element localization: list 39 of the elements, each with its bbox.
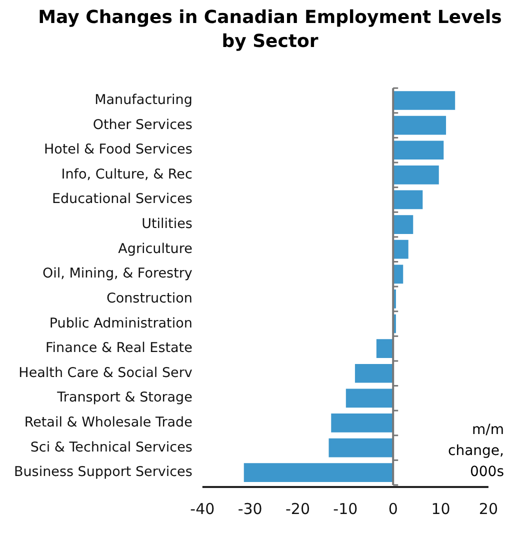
bar xyxy=(393,140,444,160)
y-tick-label: Health Care & Social Serv xyxy=(18,364,192,381)
y-tick-label: Retail & Wholesale Trade xyxy=(24,414,192,430)
bar xyxy=(376,339,394,358)
bar xyxy=(393,116,446,135)
y-tick-label: Utilities xyxy=(142,216,192,232)
y-tick-label: Info, Culture, & Rec xyxy=(61,166,192,182)
y-tick-label: Agriculture xyxy=(118,240,192,257)
y-tick-label: Sci & Technical Services xyxy=(30,439,192,456)
x-tick-label: 0 xyxy=(388,500,398,518)
y-tick-label: Manufacturing xyxy=(94,92,192,108)
x-tick-label: -40 xyxy=(190,500,215,518)
bar xyxy=(354,364,394,383)
y-tick-label: Other Services xyxy=(92,116,192,133)
y-tick-label: Transport & Storage xyxy=(56,390,192,406)
x-tick-label: -30 xyxy=(238,500,262,518)
bar xyxy=(393,190,423,210)
y-tick-label: Oil, Mining, & Forestry xyxy=(42,266,192,282)
bar xyxy=(331,414,394,432)
y-tick-label: Hotel & Food Services xyxy=(44,142,192,158)
bar xyxy=(244,463,394,482)
y-tick-label: Business Support Services xyxy=(14,464,192,480)
y-tick-label: Educational Services xyxy=(52,191,192,208)
bar xyxy=(393,165,439,184)
bar xyxy=(393,240,408,259)
bar xyxy=(393,264,404,284)
y-tick-label: Construction xyxy=(106,290,192,306)
annotation: m/m change, 000s xyxy=(447,421,504,482)
y-tick-label: Finance & Real Estate xyxy=(46,340,192,356)
x-tick-label: -20 xyxy=(286,500,310,518)
x-tick-label: 10 xyxy=(431,500,450,518)
x-tick-label: -10 xyxy=(333,500,358,518)
bar xyxy=(393,91,456,110)
x-tick-label: 20 xyxy=(478,500,498,518)
bar xyxy=(328,438,394,458)
y-tick-label: Public Administration xyxy=(49,315,192,332)
bar xyxy=(346,388,394,408)
chart-title: May Changes in Canadian Employment Levels by Sector xyxy=(37,6,503,54)
bar xyxy=(393,215,414,234)
